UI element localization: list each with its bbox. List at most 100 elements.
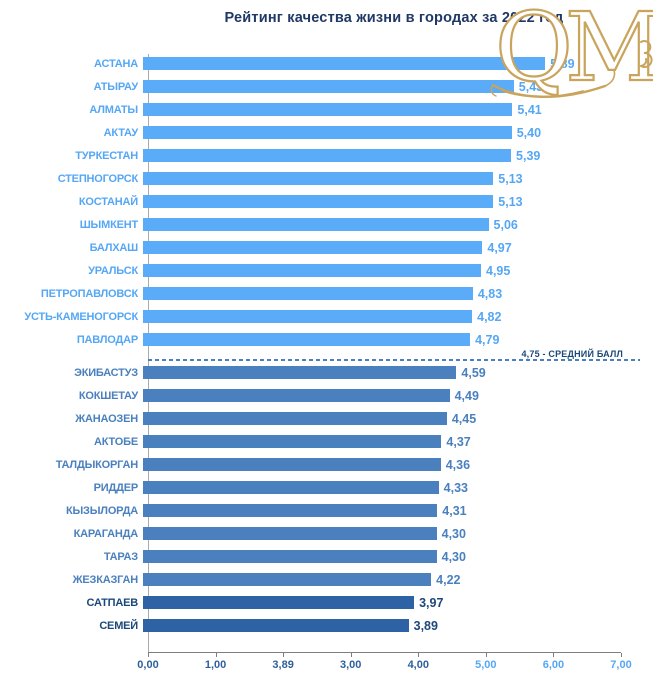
bar [143,412,447,425]
bar-row: ЖЕЗКАЗГАН 4,22 [0,568,621,591]
bar-city-label: АТЫРАУ [93,80,139,93]
bar-value-label: 5,13 [498,194,523,209]
bar [143,310,473,323]
bar [143,241,483,254]
bar-track: 4,79 [143,328,621,351]
bar-value-label: 4,30 [441,549,466,564]
bar-row: КОСТАНАЙ 5,13 [0,190,621,213]
bar-value-label: 5,43 [518,79,544,94]
average-dashed-line [148,359,640,361]
bar [143,149,512,162]
bar-track: 4,22 [143,568,621,591]
bar-city-label: ЖЕЗКАЗГАН [72,573,139,586]
bar-track: 5,13 [143,190,621,213]
bar-value-label: 5,13 [498,171,523,186]
bar-track: 5,13 [143,167,621,190]
bar-row: БАЛХАШ 4,97 [0,236,621,259]
x-axis-tick-label: 0,00 [137,659,159,671]
bar-value-label: 4,79 [475,332,500,347]
bar-row: СЕМЕЙ 3,89 [0,614,621,637]
bar-track: 4,83 [143,282,621,305]
bar-value-label: 4,59 [461,365,486,380]
x-axis-tick-label: 6,00 [542,659,565,671]
bar-value-label: 5,39 [516,148,541,163]
bar [143,596,415,609]
bar [143,504,438,517]
bar-track: 4,49 [143,384,621,407]
bar-value-label: 3,89 [413,618,438,633]
bar-value-label: 3,97 [419,595,444,610]
bar-row: УСТЬ-КАМЕНОГОРСК 4,82 [0,305,621,328]
bar-track: 4,37 [143,430,621,453]
bar-city-label: АСТАНА [94,57,138,70]
bar-track: 4,30 [143,522,621,545]
average-line-block: 4,75 - СРЕДНИЙ БАЛЛ [0,349,640,361]
bar-value-label: 4,22 [436,572,461,587]
bar-value-label: 4,45 [451,411,477,426]
bar-track: 4,59 [143,361,621,384]
bar-city-label: КАРАГАНДА [73,527,139,540]
x-axis-tick-label: 1,00 [204,659,227,671]
bar [143,287,473,300]
bar-city-label: ТАЛДЫКОРГАН [55,458,138,471]
bar-row: ТУРКЕСТАН 5,39 [0,144,621,167]
bar-value-label: 4,83 [477,286,503,301]
bar-city-label: СЕМЕЙ [99,619,138,632]
bar-track: 4,45 [143,407,621,430]
bar-row: ЖАНАОЗЕН 4,45 [0,407,621,430]
bar-row: ЭКИБАСТУЗ 4,59 [0,361,621,384]
x-axis-line [148,652,621,653]
bar [143,527,437,540]
bar-city-label: КЫЗЫЛОРДА [65,504,138,517]
bar-track: 4,33 [143,476,621,499]
bar-city-label: РИДДЕР [93,481,139,494]
bar-track: 4,30 [143,545,621,568]
bar-city-label: ШЫМКЕНТ [79,218,139,231]
bar-value-label: 5,89 [550,56,575,71]
average-line-label: 4,75 - СРЕДНИЙ БАЛЛ [521,349,623,359]
bar-row: КАРАГАНДА 4,30 [0,522,621,545]
bar-city-label: АЛМАТЫ [89,103,138,116]
bar [143,103,513,116]
bar-city-label: УСТЬ-КАМЕНОГОРСК [24,310,138,323]
bar [143,57,546,70]
x-axis-ticks: 0,00 1,00 3,89 3,00 4,00 5,00 6,00 7,00 [137,652,632,678]
x-axis-tick-label: 3,89 [272,659,294,671]
bar-value-label: 5,40 [516,125,542,140]
bar-track: 4,97 [143,236,621,259]
bar [143,126,512,139]
bar [143,195,494,208]
bar-city-label: ТУРКЕСТАН [75,149,138,162]
bar-city-label: АКТАУ [103,126,139,139]
bar-value-label: 4,82 [477,309,502,324]
bar-track: 5,89 [143,52,621,75]
bar [143,435,442,448]
bar-city-label: КОКШЕТАУ [78,389,138,402]
x-axis-tick [621,653,622,657]
bar-row: АЛМАТЫ 5,41 [0,98,621,121]
bar-track: 4,82 [143,305,621,328]
bar [143,80,514,93]
bar-row: АКТАУ 5,40 [0,121,621,144]
bar-city-label: САТПАЕВ [86,596,138,609]
bar-city-label: ТАРАЗ [103,550,138,563]
bar-value-label: 5,06 [493,217,518,232]
bar-city-label: ПЕТРОПАВЛОВСК [40,287,138,300]
bar-row: ТАЛДЫКОРГАН 4,36 [0,453,621,476]
bar-city-label: ЖАНАОЗЕН [75,412,138,425]
x-axis-tick [350,653,352,657]
bar-city-label: КОСТАНАЙ [78,195,138,208]
bar-track: 4,31 [143,499,621,522]
x-axis-tick [283,653,285,657]
bar-row: ПАВЛОДАР 4,79 [0,328,621,351]
bar-value-label: 4,97 [487,240,512,255]
x-axis-tick [485,653,487,657]
bar-row: АКТОБЕ 4,37 [0,430,621,453]
bar-row: ТАРАЗ 4,30 [0,545,621,568]
bar-city-label: АКТОБЕ [94,435,138,448]
bar-value-label: 4,31 [442,503,467,518]
bar-track: 4,36 [143,453,621,476]
bar [143,573,432,586]
bar-row: АТЫРАУ 5,43 [0,75,621,98]
